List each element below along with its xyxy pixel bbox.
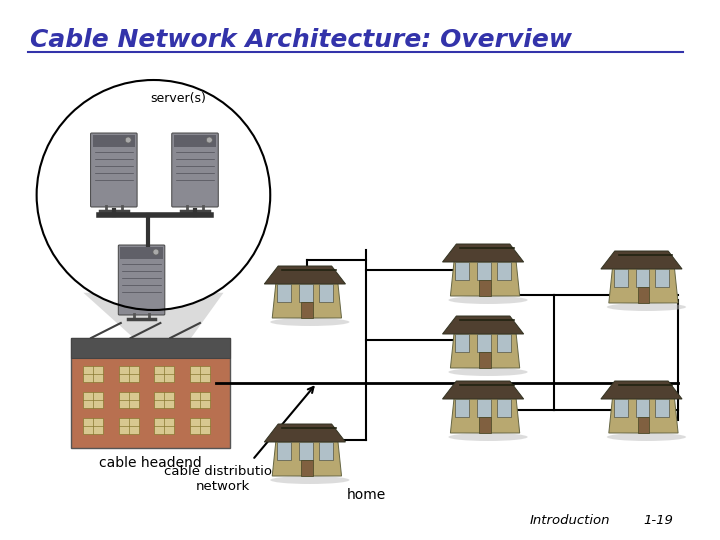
Ellipse shape <box>449 296 528 304</box>
Ellipse shape <box>607 303 686 311</box>
Bar <box>154 366 174 382</box>
Polygon shape <box>451 330 520 368</box>
Bar <box>301 302 312 318</box>
Text: cable distribution
network: cable distribution network <box>164 465 281 493</box>
Polygon shape <box>609 265 678 303</box>
FancyBboxPatch shape <box>172 133 218 207</box>
Ellipse shape <box>270 476 349 484</box>
Bar <box>655 399 669 417</box>
Text: Cable Network Architecture: Overview: Cable Network Architecture: Overview <box>30 28 572 52</box>
Bar <box>190 392 210 408</box>
Bar <box>477 399 491 417</box>
Polygon shape <box>451 258 520 296</box>
Bar <box>455 399 469 417</box>
Bar <box>497 399 510 417</box>
Polygon shape <box>609 395 678 433</box>
Bar <box>83 418 103 434</box>
Bar <box>455 262 469 280</box>
Bar <box>119 366 138 382</box>
Bar <box>83 392 103 408</box>
Bar <box>83 366 103 382</box>
Bar <box>120 247 163 259</box>
Text: server(s): server(s) <box>150 92 206 105</box>
Polygon shape <box>264 424 346 442</box>
Bar <box>301 460 312 476</box>
Bar <box>479 280 491 296</box>
Polygon shape <box>601 381 682 399</box>
FancyBboxPatch shape <box>91 133 137 207</box>
Polygon shape <box>443 316 523 334</box>
Ellipse shape <box>270 318 349 326</box>
Polygon shape <box>601 251 682 269</box>
Text: home: home <box>346 488 386 502</box>
Bar <box>479 352 491 368</box>
Bar <box>154 392 174 408</box>
Bar <box>93 135 135 147</box>
FancyBboxPatch shape <box>118 245 165 315</box>
Bar <box>477 334 491 352</box>
Bar <box>299 284 312 302</box>
Bar <box>319 442 333 460</box>
Bar <box>636 269 649 287</box>
Bar <box>174 135 216 147</box>
Circle shape <box>125 137 131 143</box>
Text: Introduction: Introduction <box>530 514 610 527</box>
Polygon shape <box>264 266 346 284</box>
Bar <box>119 392 138 408</box>
Text: 1-19: 1-19 <box>644 514 673 527</box>
Bar <box>190 418 210 434</box>
Bar <box>154 418 174 434</box>
Bar <box>613 399 628 417</box>
Bar <box>613 269 628 287</box>
Bar <box>497 262 510 280</box>
Polygon shape <box>272 280 341 318</box>
Polygon shape <box>272 438 341 476</box>
Bar <box>299 442 312 460</box>
Bar <box>277 442 291 460</box>
Bar <box>477 262 491 280</box>
Polygon shape <box>443 381 523 399</box>
FancyBboxPatch shape <box>71 338 230 448</box>
Bar <box>655 269 669 287</box>
Polygon shape <box>451 395 520 433</box>
Ellipse shape <box>449 433 528 441</box>
Bar <box>319 284 333 302</box>
Bar <box>637 287 649 303</box>
Bar <box>277 284 291 302</box>
Bar <box>479 417 491 433</box>
Bar <box>119 418 138 434</box>
Polygon shape <box>443 244 523 262</box>
Bar <box>637 417 649 433</box>
Bar <box>71 338 230 358</box>
Bar <box>497 334 510 352</box>
Polygon shape <box>84 293 223 338</box>
Bar <box>455 334 469 352</box>
Ellipse shape <box>607 433 686 441</box>
Ellipse shape <box>37 80 270 310</box>
Text: cable headend: cable headend <box>99 456 202 470</box>
Bar <box>636 399 649 417</box>
Ellipse shape <box>449 368 528 376</box>
Circle shape <box>207 137 212 143</box>
Bar <box>190 366 210 382</box>
Circle shape <box>153 249 159 255</box>
